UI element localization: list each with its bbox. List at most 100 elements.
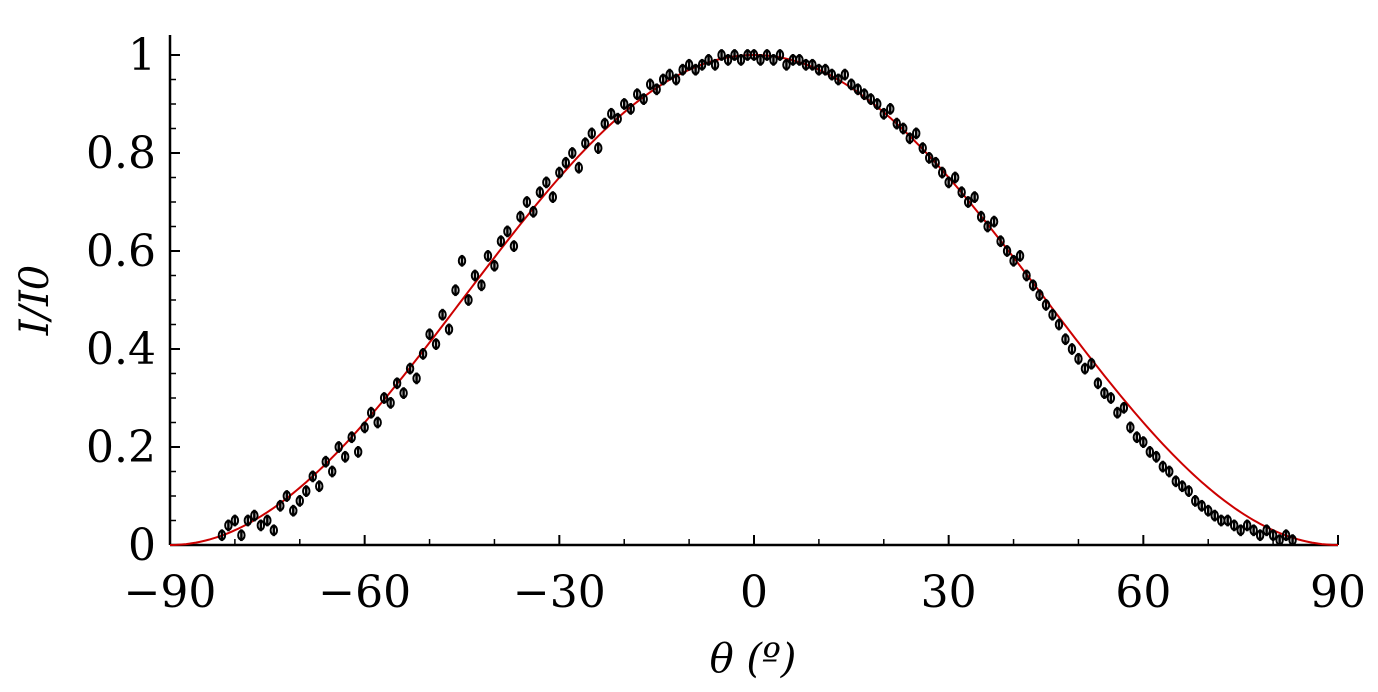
- data-point: [1048, 309, 1057, 321]
- data-point: [269, 524, 279, 536]
- x-tick-label: −90: [124, 567, 217, 618]
- data-point: [905, 132, 914, 144]
- data-point: [574, 162, 583, 174]
- y-tick-label: 0.4: [86, 324, 156, 375]
- data-point: [334, 441, 343, 453]
- data-point: [438, 309, 447, 321]
- data-point: [464, 294, 473, 306]
- data-point: [418, 348, 428, 360]
- data-point: [451, 284, 460, 296]
- data-point: [1262, 524, 1271, 536]
- data-point: [503, 225, 512, 237]
- data-point: [1054, 319, 1064, 330]
- x-tick-label: 0: [740, 567, 768, 618]
- data-point: [1171, 475, 1180, 487]
- data-point: [1126, 421, 1135, 433]
- data-point: [749, 49, 759, 61]
- data-point: [1080, 363, 1090, 375]
- data-point: [1100, 387, 1109, 399]
- data-point: [282, 490, 291, 502]
- data-point: [1061, 333, 1070, 345]
- data-point: [633, 88, 642, 100]
- data-point: [1087, 358, 1096, 370]
- data-point: [1002, 245, 1012, 257]
- data-point: [328, 466, 337, 477]
- data-point: [691, 64, 700, 76]
- x-tick-label: 90: [1310, 567, 1366, 618]
- data-point: [276, 500, 285, 512]
- data-point: [1229, 519, 1239, 531]
- data-point: [302, 485, 311, 497]
- data-point: [295, 495, 304, 507]
- data-point: [1028, 279, 1038, 291]
- data-point: [1074, 353, 1083, 365]
- data-point: [529, 206, 538, 218]
- data-point: [834, 74, 843, 85]
- data-point: [230, 515, 240, 526]
- data-point: [665, 69, 674, 81]
- data-point: [477, 279, 486, 291]
- data-point: [866, 93, 875, 105]
- data-point: [1139, 436, 1148, 448]
- data-point: [717, 49, 726, 61]
- y-axis-title: I/I0: [12, 265, 58, 337]
- data-point: [1197, 500, 1206, 512]
- data-point: [425, 328, 434, 340]
- data-point: [321, 456, 330, 468]
- data-points: [217, 49, 1297, 546]
- data-point: [853, 83, 863, 95]
- data-point: [341, 451, 350, 463]
- data-point: [1165, 466, 1174, 477]
- data-point: [756, 54, 765, 66]
- y-tick-label: 1: [128, 30, 156, 81]
- data-point: [626, 103, 635, 115]
- data-point: [879, 108, 888, 120]
- data-point: [1015, 250, 1025, 262]
- data-point: [1009, 255, 1018, 267]
- data-point: [1113, 407, 1122, 419]
- data-point: [587, 127, 596, 139]
- data-point: [353, 446, 363, 458]
- data-point: [925, 152, 934, 164]
- data-point: [1288, 534, 1297, 546]
- y-tick-label: 0: [128, 520, 156, 571]
- data-point: [1242, 519, 1252, 531]
- data-point: [899, 123, 908, 134]
- data-point: [373, 417, 382, 428]
- data-point: [1268, 529, 1278, 541]
- data-point: [263, 515, 272, 526]
- data-point: [970, 191, 979, 203]
- data-point: [983, 221, 992, 232]
- data-point: [581, 137, 590, 149]
- data-point: [736, 54, 746, 66]
- data-point: [237, 529, 246, 541]
- data-point: [535, 186, 545, 198]
- y-tick-label: 0.6: [86, 226, 156, 277]
- data-point: [808, 59, 817, 71]
- data-point: [412, 372, 421, 384]
- data-point: [431, 338, 441, 350]
- data-point: [224, 519, 233, 531]
- data-point: [1158, 461, 1168, 473]
- data-point: [1255, 529, 1265, 541]
- data-point: [1041, 299, 1051, 311]
- data-point: [516, 211, 525, 223]
- data-point: [483, 250, 493, 262]
- data-point: [386, 397, 395, 409]
- data-point: [1210, 510, 1219, 522]
- data-point: [243, 515, 253, 526]
- data-point: [1191, 495, 1200, 507]
- data-point: [886, 103, 895, 115]
- data-point: [769, 54, 778, 66]
- data-point: [639, 93, 648, 105]
- data-point: [1223, 515, 1232, 526]
- data-point: [840, 69, 850, 81]
- data-point: [1152, 451, 1161, 463]
- data-point: [360, 421, 369, 433]
- data-point: [944, 176, 953, 188]
- data-point: [1275, 534, 1284, 546]
- data-point: [847, 78, 856, 90]
- data-point: [996, 235, 1005, 247]
- data-point: [937, 167, 947, 179]
- data-point: [795, 54, 804, 66]
